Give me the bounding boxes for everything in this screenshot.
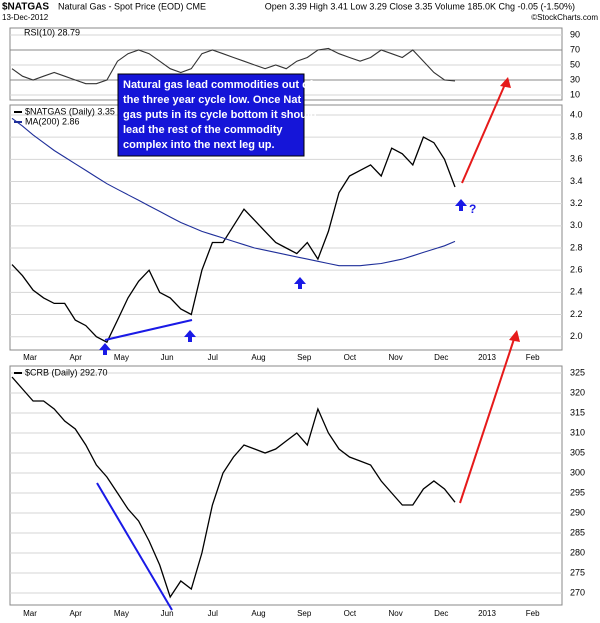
x-tick-label: Aug <box>251 353 265 362</box>
y-tick-label: 325 <box>570 367 585 377</box>
x-tick-label: Mar <box>23 609 37 618</box>
series-line <box>11 376 456 599</box>
annotation-line: gas puts in its cycle bottom it should <box>123 109 317 121</box>
y-tick-label: 275 <box>570 567 585 577</box>
y-tick-label: 270 <box>570 587 585 597</box>
credit: ©StockCharts.com <box>531 13 598 22</box>
legend-entry: RSI(10) 28.79 <box>24 27 80 37</box>
y-tick-label: 70 <box>570 44 580 54</box>
arrow-head <box>509 330 520 342</box>
x-tick-label: Jun <box>161 609 174 618</box>
y-tick-label: 3.4 <box>570 176 583 186</box>
x-tick-label: Jul <box>208 609 218 618</box>
x-tick-label: Oct <box>344 353 357 362</box>
security-name: Natural Gas - Spot Price (EOD) CME <box>58 1 206 11</box>
quote: Open 3.39 High 3.41 Low 3.29 Close 3.35 … <box>265 1 575 11</box>
x-tick-label: Sep <box>297 609 312 618</box>
x-tick-label: Apr <box>69 353 82 362</box>
series-line <box>11 117 456 267</box>
y-tick-label: 290 <box>570 507 585 517</box>
y-tick-label: 90 <box>570 29 580 39</box>
legend-entry: $CRB (Daily) 292.70 <box>25 367 108 377</box>
y-tick-label: 3.8 <box>570 132 583 142</box>
y-tick-label: 285 <box>570 527 585 537</box>
x-tick-label: 2013 <box>478 609 496 618</box>
y-tick-label: 280 <box>570 547 585 557</box>
up-arrow <box>455 199 467 211</box>
series-line <box>11 47 456 85</box>
question-mark: ? <box>469 202 476 216</box>
x-tick-label: Jul <box>208 353 218 362</box>
y-tick-label: 10 <box>570 89 580 99</box>
drawn-lines <box>96 77 520 611</box>
y-tick-label: 295 <box>570 487 585 497</box>
crb-panel <box>9 365 563 606</box>
legend-entry: MA(200) 2.86 <box>25 116 80 126</box>
up-arrow <box>184 330 196 342</box>
annotation-line: Natural gas lead commodities out of <box>123 79 313 91</box>
up-arrow <box>294 277 306 289</box>
x-tick-label: May <box>114 353 129 362</box>
y-tick-label: 3.6 <box>570 154 583 164</box>
x-tick-label: Nov <box>388 609 402 618</box>
y-tick-label: 30 <box>570 74 580 84</box>
legend-entry: $NATGAS (Daily) 3.35 <box>25 106 115 116</box>
y-tick-label: 2.2 <box>570 309 583 319</box>
series-line <box>11 136 456 344</box>
y-tick-label: 300 <box>570 467 585 477</box>
y-tick-label: 50 <box>570 59 580 69</box>
x-tick-label: Nov <box>388 353 402 362</box>
x-tick-label: Jun <box>161 353 174 362</box>
y-tick-label: 310 <box>570 427 585 437</box>
x-tick-label: Mar <box>23 353 37 362</box>
annotation-box: Natural gas lead commodities out of the t… <box>117 73 317 157</box>
y-tick-label: 2.4 <box>570 287 583 297</box>
x-tick-label: Dec <box>434 609 448 618</box>
arrow-head <box>500 77 511 88</box>
x-tick-label: Dec <box>434 353 448 362</box>
x-tick-label: Feb <box>526 353 540 362</box>
y-tick-label: 305 <box>570 447 585 457</box>
x-tick-label: Apr <box>69 609 82 618</box>
y-tick-label: 4.0 <box>570 109 583 119</box>
y-tick-label: 3.0 <box>570 220 583 230</box>
x-tick-label: Aug <box>251 609 265 618</box>
date: 13-Dec-2012 <box>2 13 49 22</box>
y-tick-label: 320 <box>570 387 585 397</box>
y-tick-label: 2.6 <box>570 265 583 275</box>
projection-line <box>461 81 507 184</box>
y-tick-label: 2.8 <box>570 242 583 252</box>
annotation-background <box>117 73 305 157</box>
x-tick-label: May <box>114 609 129 618</box>
projection-line <box>459 335 516 504</box>
x-tick-label: 2013 <box>478 353 496 362</box>
x-tick-label: Sep <box>297 353 312 362</box>
annotation-line: complex into the next leg up. <box>123 139 275 151</box>
y-tick-label: 3.2 <box>570 198 583 208</box>
x-tick-label: Oct <box>344 609 357 618</box>
y-tick-label: 2.0 <box>570 331 583 341</box>
up-arrows <box>99 199 467 355</box>
trend-line <box>104 319 193 341</box>
up-arrow <box>99 343 111 355</box>
annotation-line: the three year cycle low. Once Nat <box>123 94 301 106</box>
x-tick-label: Feb <box>526 609 540 618</box>
y-tick-label: 315 <box>570 407 585 417</box>
annotation-line: lead the rest of the commodity <box>123 124 283 136</box>
symbol: $NATGAS <box>2 2 49 13</box>
trend-line <box>96 482 173 611</box>
